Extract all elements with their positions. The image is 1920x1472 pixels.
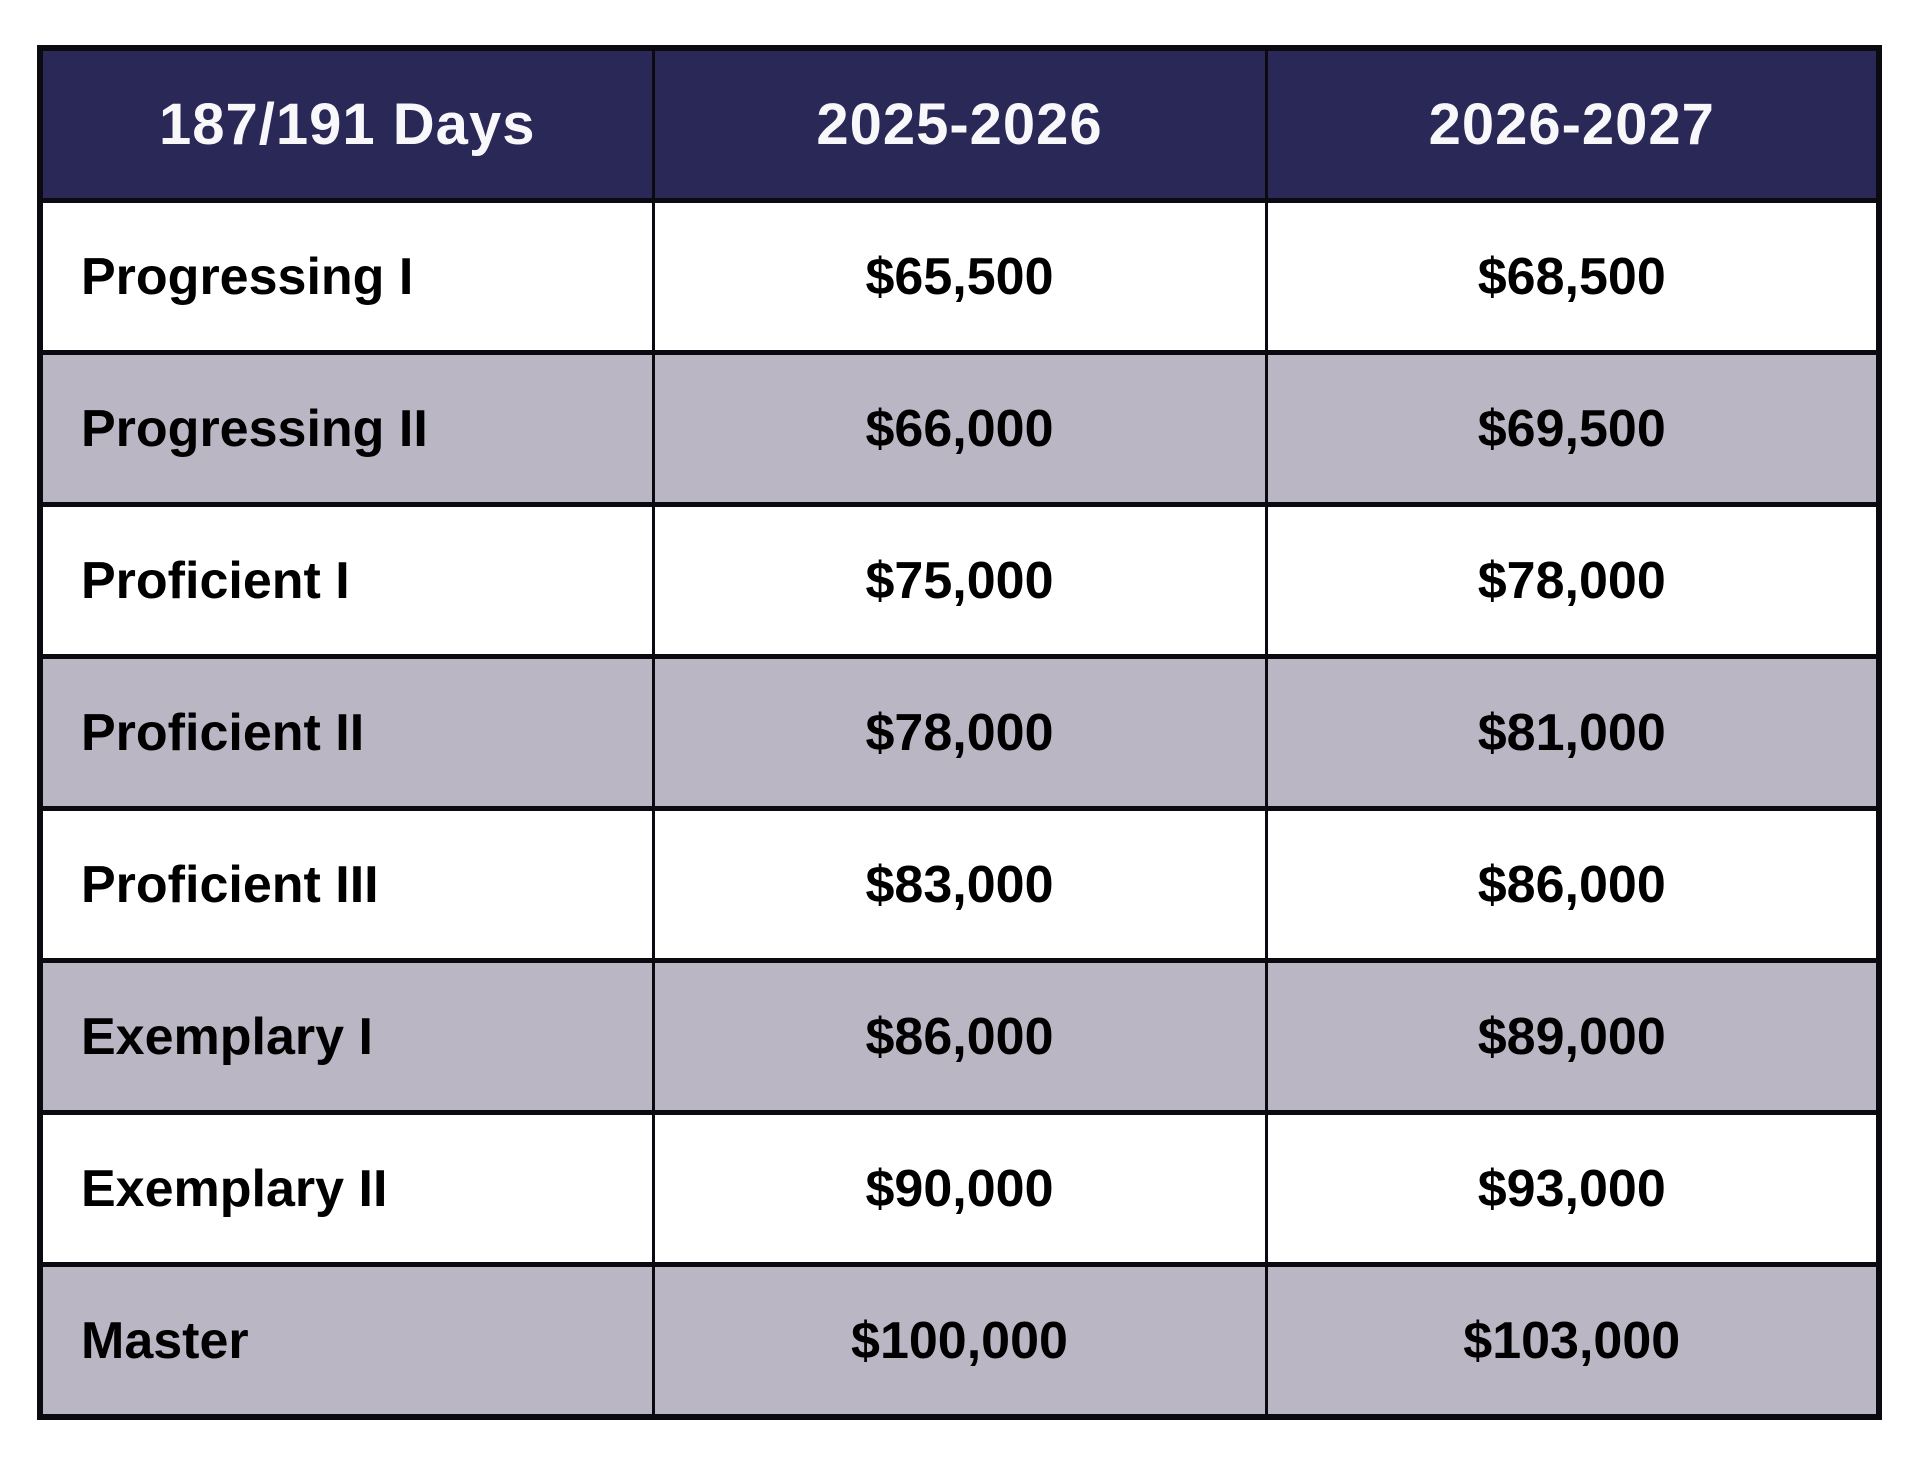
salary-2026-2027: $81,000 [1264, 654, 1881, 811]
table-row-master: Master $100,000 $103,000 [38, 1262, 1881, 1420]
level-label: Progressing I [38, 198, 655, 355]
salary-2025-2026: $75,000 [651, 502, 1268, 659]
column-header-2025-2026: 2025-2026 [651, 45, 1268, 203]
level-label: Exemplary I [38, 958, 655, 1115]
table-row-progressing-1: Progressing I $65,500 $68,500 [38, 198, 1881, 355]
column-header-2026-2027: 2026-2027 [1264, 45, 1881, 203]
salary-2026-2027: $89,000 [1264, 958, 1881, 1115]
salary-2026-2027: $68,500 [1264, 198, 1881, 355]
table-row-proficient-3: Proficient III $83,000 $86,000 [38, 806, 1881, 963]
table-row-exemplary-2: Exemplary II $90,000 $93,000 [38, 1110, 1881, 1267]
level-label: Proficient I [38, 502, 655, 659]
table-row-exemplary-1: Exemplary I $86,000 $89,000 [38, 958, 1881, 1115]
table-row-proficient-1: Proficient I $75,000 $78,000 [38, 502, 1881, 659]
salary-2025-2026: $90,000 [651, 1110, 1268, 1267]
level-label: Master [38, 1262, 655, 1420]
table-body: Progressing I $65,500 $68,500 Progressin… [38, 198, 1881, 1420]
salary-schedule-table: 187/191 Days 2025-2026 2026-2027 Progres… [37, 45, 1882, 1420]
salary-2025-2026: $78,000 [651, 654, 1268, 811]
salary-2026-2027: $93,000 [1264, 1110, 1881, 1267]
level-label: Progressing II [38, 350, 655, 507]
column-header-days: 187/191 Days [38, 45, 655, 203]
salary-2026-2027: $78,000 [1264, 502, 1881, 659]
salary-2025-2026: $83,000 [651, 806, 1268, 963]
salary-2026-2027: $103,000 [1264, 1262, 1881, 1420]
salary-2026-2027: $86,000 [1264, 806, 1881, 963]
salary-2025-2026: $100,000 [651, 1262, 1268, 1420]
salary-2025-2026: $86,000 [651, 958, 1268, 1115]
salary-2026-2027: $69,500 [1264, 350, 1881, 507]
table-row-progressing-2: Progressing II $66,000 $69,500 [38, 350, 1881, 507]
level-label: Proficient III [38, 806, 655, 963]
salary-2025-2026: $65,500 [651, 198, 1268, 355]
salary-2025-2026: $66,000 [651, 350, 1268, 507]
header-row: 187/191 Days 2025-2026 2026-2027 [38, 45, 1881, 203]
table-row-proficient-2: Proficient II $78,000 $81,000 [38, 654, 1881, 811]
level-label: Exemplary II [38, 1110, 655, 1267]
table-header: 187/191 Days 2025-2026 2026-2027 [38, 45, 1881, 203]
level-label: Proficient II [38, 654, 655, 811]
